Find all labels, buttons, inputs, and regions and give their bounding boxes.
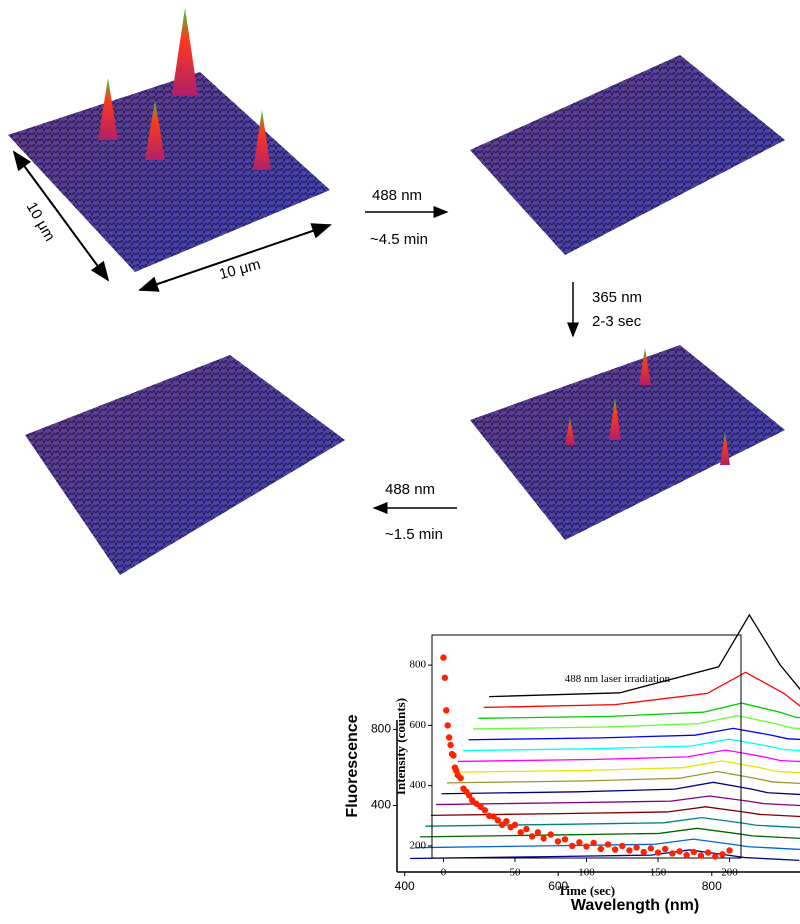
step-wavelength: 365 nm [592, 289, 642, 306]
data-point [503, 818, 510, 825]
surface-plot [470, 345, 785, 540]
data-point [647, 845, 655, 852]
data-point [534, 829, 542, 836]
y-tick-label: 400 [371, 798, 391, 812]
data-point [441, 674, 449, 681]
spectrum-line [472, 714, 800, 730]
data-point [457, 774, 464, 782]
data-point [719, 851, 726, 858]
x-axis-label: Time (sec) [558, 883, 615, 898]
spectrum-line [483, 671, 800, 709]
x-tick-label: 200 [721, 867, 738, 879]
spectrum-line [420, 827, 800, 840]
data-point [583, 843, 590, 850]
data-point [611, 846, 619, 853]
data-point [490, 813, 497, 820]
x-tick-label: 50 [509, 867, 521, 879]
y-tick-label: 800 [410, 659, 427, 671]
dimension-arrow [12, 150, 110, 282]
data-point [626, 847, 633, 854]
spectrum-line [425, 817, 800, 829]
data-point [640, 848, 647, 856]
data-point [561, 836, 569, 843]
y-tick-label: 600 [410, 719, 427, 731]
spectrum-line [463, 738, 800, 752]
data-point [547, 831, 554, 838]
surface-plot [8, 8, 330, 272]
data-point [676, 848, 683, 855]
spectrum-line [452, 760, 800, 774]
data-point [481, 807, 489, 814]
x-axis-label: Wavelength (nm) [571, 897, 699, 914]
data-point [554, 838, 562, 845]
dimension-arrow [138, 223, 332, 292]
data-point [440, 654, 447, 661]
data-point [683, 851, 690, 859]
surface-plot [470, 55, 785, 255]
data-point [712, 853, 719, 860]
spectrum-line [441, 781, 800, 796]
data-point [465, 792, 473, 799]
data-point [540, 835, 547, 842]
data-point [669, 850, 676, 857]
y-axis-label: Fluorescence [344, 714, 361, 817]
dimension-label: 10 μm [217, 256, 262, 283]
spectrum-line [410, 849, 800, 862]
spectrum-line [478, 702, 800, 719]
y-axis-label: Intensity (counts) [393, 698, 408, 795]
data-point [619, 842, 626, 850]
data-point [568, 842, 576, 850]
data-point [444, 722, 451, 729]
y-tick-label: 800 [371, 722, 391, 736]
step-wavelength: 488 nm [385, 481, 435, 498]
data-point [690, 848, 697, 856]
step-wavelength: 488 nm [372, 187, 422, 204]
step-duration: 2-3 sec [592, 313, 642, 330]
data-point [447, 741, 454, 749]
x-tick-label: 150 [650, 867, 667, 879]
data-point [654, 849, 662, 856]
data-point [697, 852, 705, 859]
spectrum-line [446, 770, 800, 785]
data-point [523, 825, 530, 833]
data-point [450, 752, 457, 759]
data-point [633, 844, 640, 851]
data-point [443, 707, 450, 714]
spectrum-line [489, 613, 800, 698]
data-point [477, 803, 484, 810]
step-duration: ~4.5 min [370, 231, 428, 248]
data-point [517, 829, 524, 836]
data-point [445, 734, 453, 741]
data-point [576, 839, 583, 846]
data-point [468, 796, 476, 804]
data-point [494, 817, 502, 824]
data-point [604, 841, 612, 848]
data-point [661, 845, 669, 853]
spectrum-line [430, 806, 800, 818]
data-point [704, 849, 712, 856]
data-point [498, 821, 506, 829]
x-tick-label: 400 [395, 879, 415, 893]
x-tick-label: 800 [702, 879, 722, 893]
data-point [590, 839, 597, 847]
spectrum-line [414, 838, 800, 851]
spectrum-line [468, 727, 800, 741]
data-point [726, 847, 733, 854]
x-tick-label: 0 [441, 867, 447, 879]
y-tick-label: 400 [410, 779, 427, 791]
x-tick-label: 100 [578, 867, 595, 879]
spectrum-line [436, 795, 800, 807]
surface-plot [25, 355, 345, 575]
x-tick-label: 600 [548, 879, 568, 893]
spectrum-line [457, 749, 800, 763]
data-point [511, 821, 519, 829]
y-tick-label: 200 [410, 839, 427, 851]
data-point [528, 833, 536, 840]
step-duration: ~1.5 min [385, 526, 443, 543]
data-point [597, 845, 605, 853]
annotation: 488 nm laser irradiation [565, 673, 671, 685]
